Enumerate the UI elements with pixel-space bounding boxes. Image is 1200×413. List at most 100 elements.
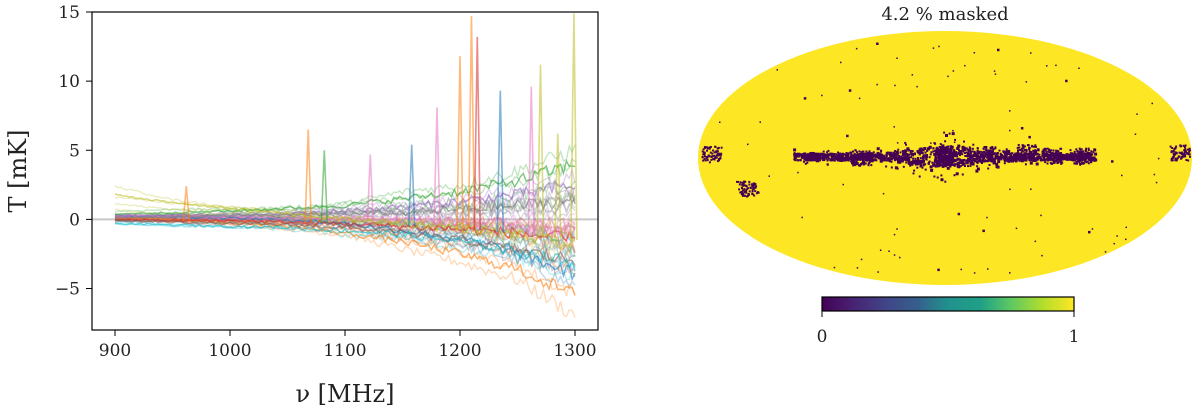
masked-pixel (909, 149, 912, 152)
masked-pixel (951, 159, 954, 161)
masked-pixel (1175, 145, 1178, 148)
masked-pixel (990, 152, 993, 155)
masked-pixel (1022, 146, 1025, 149)
masked-pixel (811, 156, 814, 159)
masked-pixel (1170, 151, 1173, 154)
masked-pixel (983, 159, 986, 162)
masked-pixel (934, 142, 937, 145)
spike-mark (527, 86, 536, 235)
masked-pixel (806, 161, 809, 164)
masked-pixel (1022, 153, 1025, 156)
masked-pixel (864, 152, 867, 155)
masked-pixel (1049, 152, 1052, 155)
masked-pixel (1019, 158, 1022, 161)
masked-pixel (925, 155, 929, 159)
masked-pixel (1028, 149, 1031, 152)
masked-pixel (910, 152, 914, 156)
masked-pixel (922, 164, 925, 167)
masked-pixel (1019, 154, 1022, 157)
masked-pixel (826, 163, 829, 166)
masked-pixel (1000, 157, 1003, 160)
masked-pixel (1003, 160, 1006, 163)
masked-pixel (941, 165, 945, 168)
masked-pixel (932, 164, 935, 166)
masked-pixel (861, 150, 864, 153)
masked-pixel (932, 150, 935, 153)
masked-pixel (924, 163, 927, 166)
masked-pixel (957, 147, 960, 149)
masked-pixel (707, 154, 710, 157)
masked-pixel (814, 157, 817, 160)
masked-pixel (874, 156, 877, 159)
masked-pixel (924, 154, 927, 157)
masked-pixel (862, 153, 865, 156)
masked-pixel (983, 154, 986, 157)
masked-pixel (907, 158, 911, 162)
masked-pixel (926, 149, 929, 152)
series-line (114, 219, 576, 258)
masked-pixel (825, 153, 828, 156)
masked-pixel (1018, 159, 1021, 162)
masked-pixel (874, 159, 877, 162)
masked-pixel (910, 156, 912, 159)
masked-pixel (1079, 156, 1081, 159)
masked-pixel (971, 150, 974, 153)
masked-pixel (983, 146, 986, 148)
masked-pixel (910, 162, 914, 166)
masked-pixel (861, 156, 864, 159)
masked-pixel (1174, 157, 1177, 160)
masked-pixel (872, 151, 875, 154)
masked-pixel (867, 151, 870, 154)
masked-pixel (718, 158, 721, 160)
masked-pixel (1055, 151, 1058, 154)
masked-pixel (1084, 159, 1087, 162)
masked-pixel (943, 151, 946, 154)
masked-pixel (982, 147, 985, 150)
masked-pixel (1026, 152, 1029, 155)
masked-pixel (801, 216, 803, 219)
masked-pixel (1024, 163, 1027, 166)
masked-pixel (1078, 161, 1081, 164)
masked-pixel (896, 153, 899, 155)
masked-pixel (846, 152, 850, 156)
masked-pixel (852, 164, 855, 167)
masked-pixel (946, 164, 949, 166)
masked-pixel (863, 156, 866, 159)
masked-pixel (982, 160, 985, 163)
masked-pixel (858, 164, 860, 167)
masked-pixel (1111, 160, 1114, 163)
masked-pixel (946, 149, 949, 152)
masked-pixel (1028, 158, 1031, 161)
masked-pixel (855, 154, 858, 157)
masked-pixel (1060, 147, 1063, 150)
masked-pixel (709, 146, 712, 148)
masked-pixel (871, 160, 874, 163)
masked-pixel (1073, 157, 1076, 160)
masked-pixel (1185, 152, 1188, 155)
masked-pixel (943, 149, 946, 152)
masked-pixel (1041, 254, 1043, 257)
masked-pixel (719, 154, 722, 157)
masked-pixel (968, 146, 971, 149)
y-tick-label: 10 (58, 72, 80, 92)
masked-pixel (999, 156, 1002, 158)
masked-pixel (833, 153, 836, 156)
masked-pixel (933, 149, 936, 152)
masked-pixel (1017, 157, 1020, 160)
masked-pixel (840, 157, 844, 161)
masked-pixel (712, 157, 715, 160)
masked-pixel (1074, 153, 1077, 156)
masked-pixel (937, 268, 940, 272)
masked-pixel (749, 187, 752, 190)
masked-pixel (1035, 159, 1038, 162)
masked-pixel (844, 159, 847, 162)
masked-pixel (1176, 157, 1179, 160)
masked-pixel (984, 153, 987, 156)
masked-pixel (1006, 157, 1010, 161)
masked-pixel (860, 156, 863, 158)
masked-pixel (717, 152, 720, 155)
masked-pixel (849, 151, 853, 155)
masked-pixel (989, 157, 992, 159)
masked-pixel (893, 151, 896, 154)
masked-pixel (854, 149, 857, 152)
